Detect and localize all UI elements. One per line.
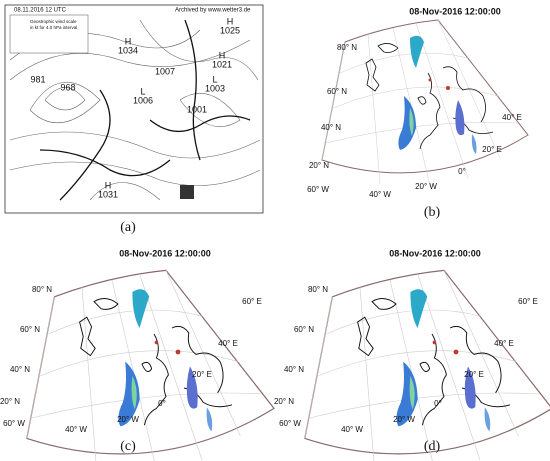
pressure-value: 981 <box>30 74 45 84</box>
legend-title: Geostrophic wind scale <box>30 19 77 24</box>
lon-label: 40° W <box>341 425 363 434</box>
lon-label: 40° E <box>218 339 238 348</box>
lat-label: 40° N <box>284 365 304 374</box>
lat-label: 20° N <box>0 397 20 406</box>
map-header: 08.11.2016 12 UTC <box>14 8 67 14</box>
pressure-value: 1025 <box>220 25 240 35</box>
pressure-letter: H <box>219 50 226 60</box>
lon-label: 0° <box>434 399 442 408</box>
lat-label: 80° N <box>308 285 328 294</box>
lon-label: 20° W <box>117 415 139 424</box>
pressure-value: 1003 <box>205 83 225 93</box>
caption: (d) <box>424 439 441 454</box>
legend-subtitle: in kt for 4.0 hPa interval <box>30 25 77 30</box>
lat-label: 60° N <box>327 87 347 96</box>
lon-label: 60° W <box>279 419 301 428</box>
pressure-value: 968 <box>60 82 75 92</box>
lat-label: 80° N <box>32 285 52 294</box>
caption: (c) <box>120 439 136 454</box>
pressure-value: 1006 <box>133 95 153 105</box>
lon-label: 40° W <box>369 190 391 199</box>
lat-label: 60° N <box>20 325 40 334</box>
pressure-letter: L <box>212 74 217 84</box>
archive-note: Archived by www.wetter3.de <box>175 8 251 14</box>
lon-label: 60° W <box>307 185 329 194</box>
lon-label: 60° W <box>3 419 25 428</box>
pressure-letter: H <box>125 36 132 46</box>
lon-label: 20° E <box>464 370 484 379</box>
lon-label: 40° E <box>494 339 514 348</box>
lat-label: 80° N <box>337 43 357 52</box>
lon-label: 20° E <box>192 370 212 379</box>
lon-label: 60° E <box>242 297 262 306</box>
pressure-letter: L <box>140 86 145 96</box>
lat-label: 60° N <box>294 325 314 334</box>
lat-label: 40° N <box>10 365 30 374</box>
lon-label: 40° E <box>502 113 522 122</box>
caption: (b) <box>424 205 441 220</box>
lat-label: 40° N <box>321 123 341 132</box>
lon-label: 0° <box>158 399 166 408</box>
lon-label: 0° <box>458 167 466 176</box>
pressure-value: 1034 <box>118 45 138 55</box>
lon-label: 20° W <box>415 182 437 191</box>
lon-label: 20° W <box>393 415 415 424</box>
pressure-letter: H <box>105 180 112 190</box>
panel-title: 08-Nov-2016 12:00:00 <box>389 248 481 258</box>
lon-label: 60° E <box>518 297 538 306</box>
caption: (a) <box>120 220 136 235</box>
panel-title: 08-Nov-2016 12:00:00 <box>119 248 211 258</box>
lat-label: 20° N <box>309 161 329 170</box>
surface-map: 08.11.2016 12 UTC Archived by www.wetter… <box>4 4 264 214</box>
pressure-value: 1031 <box>98 189 118 199</box>
pressure-letter: H <box>227 16 234 26</box>
pressure-value: 1007 <box>155 66 175 76</box>
lat-label: 20° N <box>274 397 294 406</box>
panel-title: 08-Nov-2016 12:00:00 <box>409 6 501 16</box>
lon-label: 40° W <box>65 425 87 434</box>
pressure-value: 1021 <box>212 59 232 69</box>
pressure-value: 1001 <box>187 104 207 114</box>
map-c <box>26 269 275 461</box>
lon-label: 20° E <box>482 145 502 154</box>
